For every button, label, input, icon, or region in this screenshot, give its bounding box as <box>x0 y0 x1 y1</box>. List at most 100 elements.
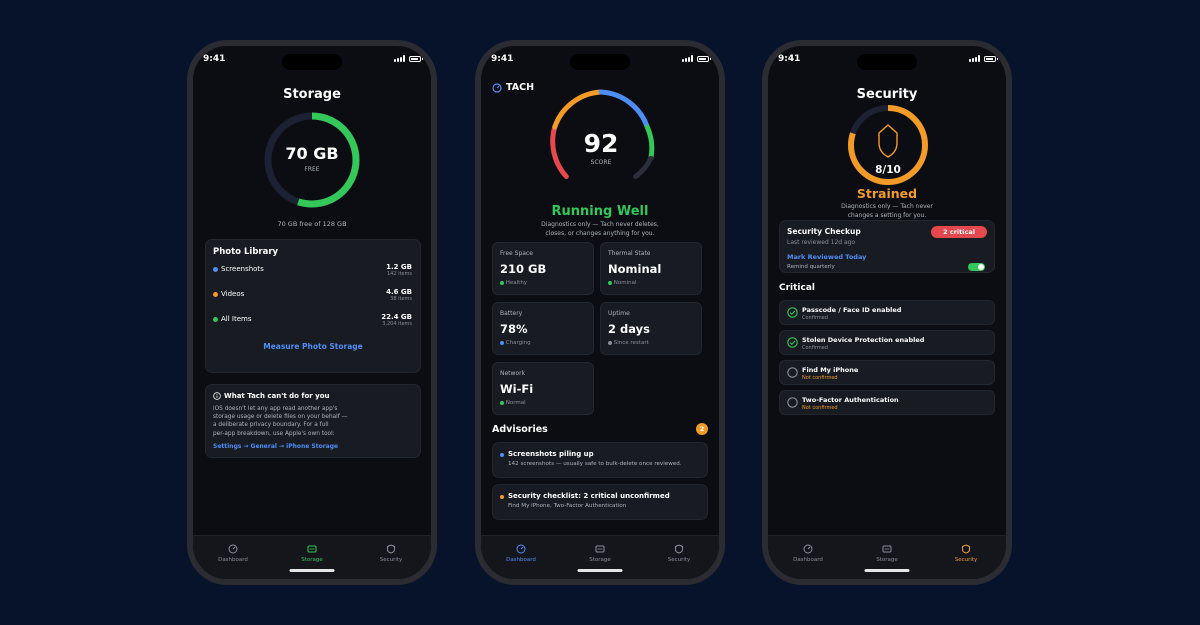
tach-logo-icon <box>492 82 502 93</box>
mark-reviewed-button[interactable]: Mark Reviewed Today <box>787 253 867 261</box>
screenshots-dot <box>213 267 218 272</box>
shield-icon <box>962 544 970 554</box>
drive-icon <box>595 545 605 553</box>
battery-icon <box>697 55 711 62</box>
status-time: 9:41 <box>778 54 801 64</box>
signal-icon <box>682 55 693 62</box>
metric-free-space[interactable]: Free Space 210 GB Healthy <box>492 242 594 295</box>
status-time: 9:41 <box>491 54 514 64</box>
phone-storage: 9:41 Storage 70 GB FREE 70 GB free of 12… <box>187 40 437 585</box>
iphone-storage-link[interactable]: Settings → General → iPhone Storage <box>213 443 339 450</box>
score-label: SCORE <box>591 159 612 166</box>
shield-icon <box>675 544 683 554</box>
storage-summary: 70 GB free of 128 GB <box>277 220 347 228</box>
page-title: Storage <box>283 87 341 102</box>
check-two-factor[interactable]: Two-Factor Authentication Not confirmed <box>779 390 995 415</box>
videos-label: Videos <box>221 290 245 298</box>
tab-dashboard[interactable]: Dashboard <box>491 544 551 563</box>
tab-bar: Dashboard Storage Security <box>768 535 1006 579</box>
tab-security[interactable]: Security <box>649 544 709 563</box>
status-time: 9:41 <box>203 54 226 64</box>
home-indicator <box>577 569 623 572</box>
check-circle-icon <box>787 337 798 348</box>
all-items-value: 22.4 GB 3,204 items <box>381 313 412 327</box>
advisory-screenshots[interactable]: Screenshots piling up 142 screenshots — … <box>492 442 708 478</box>
tab-bar: Dashboard Storage Security <box>193 535 431 579</box>
advisory-title: Security checklist: 2 critical unconfirm… <box>508 492 670 500</box>
drive-icon <box>307 545 317 553</box>
security-description: Diagnostics only — Tach never changes a … <box>841 203 933 219</box>
remind-toggle[interactable] <box>968 263 985 271</box>
advisory-dot <box>500 495 504 499</box>
storage-screen: 9:41 Storage 70 GB FREE 70 GB free of 12… <box>193 46 431 579</box>
security-gauge: 8/10 <box>848 105 928 185</box>
phone-dashboard: 9:41 TACH 92 SCORE Running Well Diagnost… <box>475 40 725 585</box>
tab-storage[interactable]: Storage <box>570 544 630 563</box>
remind-quarterly-label: Remind quarterly <box>787 264 835 270</box>
signal-icon <box>394 55 405 62</box>
status-icons <box>969 55 998 62</box>
security-gauge-fill <box>848 105 928 185</box>
status-icons <box>394 55 423 62</box>
tab-dashboard[interactable]: Dashboard <box>778 544 838 563</box>
empty-circle-icon <box>787 397 798 408</box>
gauge-icon <box>803 544 813 554</box>
check-stolen-device[interactable]: Stolen Device Protection enabled Confirm… <box>779 330 995 355</box>
tab-bar: Dashboard Storage Security <box>481 535 719 579</box>
advisory-detail: Find My iPhone, Two-Factor Authenticatio… <box>508 503 627 509</box>
all-items-dot <box>213 317 218 322</box>
videos-value: 4.6 GB 38 items <box>386 288 412 302</box>
videos-dot <box>213 292 218 297</box>
measure-photo-storage-button[interactable]: Measure Photo Storage <box>263 342 363 351</box>
metric-thermal-state[interactable]: Thermal State Nominal Nominal <box>600 242 702 295</box>
advisory-title: Screenshots piling up <box>508 450 594 458</box>
gauge-icon <box>516 544 526 554</box>
all-items-label: All Items <box>221 315 252 323</box>
check-find-my-iphone[interactable]: Find My iPhone Not confirmed <box>779 360 995 385</box>
storage-gauge-label: FREE <box>304 166 319 173</box>
tab-security[interactable]: Security <box>936 544 996 563</box>
storage-gauge-fill <box>264 112 360 208</box>
status-icons <box>682 55 711 62</box>
advisory-dot <box>500 453 504 457</box>
checkup-title: Security Checkup <box>787 227 861 236</box>
check-passcode[interactable]: Passcode / Face ID enabled Confirmed <box>779 300 995 325</box>
security-gauge-value: 8/10 <box>875 164 901 176</box>
tab-storage[interactable]: Storage <box>857 544 917 563</box>
critical-title: Critical <box>779 283 816 293</box>
advisory-security-checklist[interactable]: Security checklist: 2 critical unconfirm… <box>492 484 708 520</box>
info-card-header: What Tach can't do for you <box>213 392 330 400</box>
health-status: Running Well <box>551 204 649 219</box>
info-icon <box>213 392 221 400</box>
signal-icon <box>969 55 980 62</box>
dynamic-island <box>282 54 342 70</box>
screenshots-value: 1.2 GB 142 items <box>386 263 412 277</box>
check-circle-icon <box>787 307 798 318</box>
tab-storage[interactable]: Storage <box>282 544 342 563</box>
status-dot <box>500 400 504 405</box>
tab-dashboard[interactable]: Dashboard <box>203 544 263 563</box>
status-dot <box>608 340 612 345</box>
storage-gauge-value: 70 GB <box>285 144 338 163</box>
dashboard-screen: 9:41 TACH 92 SCORE Running Well Diagnost… <box>481 46 719 579</box>
gauge-icon <box>228 544 238 554</box>
dynamic-island <box>857 54 917 70</box>
metric-network[interactable]: Network Wi-Fi Normal <box>492 362 594 415</box>
advisories-title: Advisories <box>492 424 548 435</box>
tab-security[interactable]: Security <box>361 544 421 563</box>
last-reviewed: Last reviewed 12d ago <box>787 239 856 246</box>
dynamic-island <box>570 54 630 70</box>
empty-circle-icon <box>787 367 798 378</box>
advisory-detail: 142 screenshots — usually safe to bulk-d… <box>508 461 682 467</box>
security-status: Strained <box>856 186 918 201</box>
screenshots-label: Screenshots <box>221 265 264 273</box>
shield-icon <box>878 124 898 158</box>
status-dot <box>608 280 612 285</box>
status-dot <box>500 340 504 345</box>
photo-library-card: Photo Library Screenshots 1.2 GB 142 ite… <box>205 239 421 373</box>
metric-battery[interactable]: Battery 78% Charging <box>492 302 594 355</box>
metric-uptime[interactable]: Uptime 2 days Since restart <box>600 302 702 355</box>
brand: TACH <box>492 82 534 93</box>
status-dot <box>500 280 504 285</box>
drive-icon <box>882 545 892 553</box>
